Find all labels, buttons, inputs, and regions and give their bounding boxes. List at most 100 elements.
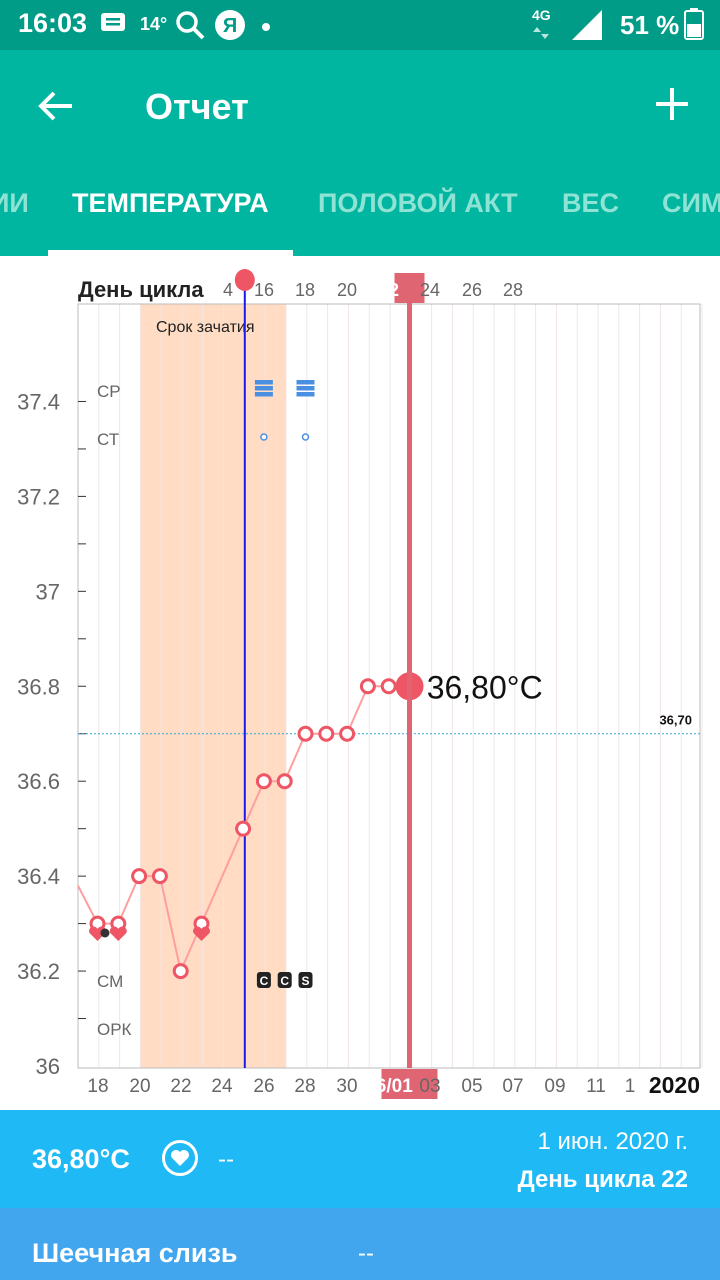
cycle-day-highlighted: 22 xyxy=(379,280,399,300)
row-label-mucus: СМ xyxy=(97,972,123,991)
message-icon xyxy=(100,12,126,41)
cervical-mucus-label: Шеечная слизь xyxy=(32,1238,238,1268)
tab-intercourse[interactable]: ПОЛОВОЙ АКТ xyxy=(318,188,518,218)
arrow-left-icon[interactable] xyxy=(34,84,78,133)
search-icon xyxy=(174,9,206,46)
cycle-day-tick: 26 xyxy=(462,280,482,300)
cervix-position-stripe xyxy=(296,380,315,385)
today-cycle-day-box xyxy=(394,273,425,303)
y-tick-label: 37.4 xyxy=(17,389,60,414)
cervix-position-stripe xyxy=(254,386,273,391)
y-tick-label: 37.2 xyxy=(17,484,60,509)
cycle-day-tick: 20 xyxy=(337,280,357,300)
cervix-texture-icon xyxy=(260,433,268,441)
mucus-marker-box xyxy=(256,972,271,988)
date-tick: 20 xyxy=(129,1076,150,1097)
temperature-point[interactable] xyxy=(318,725,335,742)
y-tick-label: 36.2 xyxy=(17,959,60,984)
cycle-day-tick: 28 xyxy=(503,280,523,300)
tab-indicator xyxy=(48,250,293,256)
tab-partial-left[interactable]: ИИ xyxy=(0,188,29,218)
tab-temperature[interactable]: ТЕМПЕРАТУРА xyxy=(72,188,269,218)
status-temperature: 14° xyxy=(140,14,168,34)
temperature-point[interactable] xyxy=(172,963,189,980)
network-type: 4G xyxy=(532,7,551,23)
today-date-label: 06/01 xyxy=(365,1076,413,1097)
temperature-point[interactable] xyxy=(297,725,314,742)
temperature-point[interactable] xyxy=(339,725,356,742)
date-tick: 05 xyxy=(461,1076,482,1097)
cycle-day-tick: 16 xyxy=(254,280,274,300)
status-time: 16:03 xyxy=(18,8,88,38)
selected-cycle-day: День цикла 22 xyxy=(517,1166,688,1193)
date-tick: 28 xyxy=(294,1076,315,1097)
cervix-position-stripe xyxy=(254,380,273,385)
y-tick-label: 36.4 xyxy=(17,864,60,889)
page-title: Отчет xyxy=(145,86,249,127)
temperature-point[interactable] xyxy=(151,868,168,885)
date-tick: 11 xyxy=(586,1076,606,1097)
date-tick: 18 xyxy=(87,1076,108,1097)
date-tick: 03 xyxy=(419,1076,440,1097)
signal-icon xyxy=(572,10,604,45)
row-label-cervix-position: СР xyxy=(97,382,121,401)
plus-icon[interactable] xyxy=(652,84,692,129)
cervix-position-icon xyxy=(254,380,273,397)
cervix-texture-icon xyxy=(301,433,310,441)
mucus-marker-text: C xyxy=(260,974,269,988)
temperature-point[interactable] xyxy=(255,773,272,790)
temperature-point[interactable] xyxy=(276,773,293,790)
cervix-position-stripe xyxy=(296,386,315,391)
row-label-opk: ОРК xyxy=(97,1020,132,1039)
selected-temperature: 36,80°C xyxy=(32,1144,130,1174)
temperature-point[interactable] xyxy=(359,678,376,695)
dark-dot-icon xyxy=(100,928,110,938)
date-tick: 26 xyxy=(253,1076,274,1097)
year-label: 2020 xyxy=(649,1072,700,1098)
cycle-day-tick: 4 xyxy=(223,280,233,300)
cervix-position-icon xyxy=(296,380,315,397)
y-tick-label: 36 xyxy=(36,1054,60,1079)
tab-symptoms[interactable]: СИМ xyxy=(662,188,720,218)
arrows-icon xyxy=(533,26,557,44)
tab-weight[interactable]: ВЕС xyxy=(562,188,620,218)
tab-bar: ИИ ТЕМПЕРАТУРА ПОЛОВОЙ АКТ ВЕС СИМ xyxy=(0,160,720,256)
cervical-mucus-bar[interactable]: Шеечная слизь -- xyxy=(0,1208,720,1280)
date-tick: 24 xyxy=(211,1076,233,1097)
svg-text:Я: Я xyxy=(223,15,237,37)
coverline-label: 36,70 xyxy=(659,713,692,728)
cervix-position-stripe xyxy=(254,392,273,397)
cycle-day-tick: 18 xyxy=(295,280,315,300)
battery-icon xyxy=(684,8,704,45)
date-tick: 07 xyxy=(502,1076,523,1097)
selected-date: 1 июн. 2020 г. xyxy=(537,1128,688,1155)
temperature-point[interactable] xyxy=(380,678,397,695)
mucus-marker-box xyxy=(298,972,313,988)
cycle-day-tick: 24 xyxy=(420,280,440,300)
heart-icon xyxy=(109,926,127,941)
y-tick-label: 36.6 xyxy=(17,769,60,794)
ovulation-marker xyxy=(234,269,255,291)
y-tick-label: 37 xyxy=(36,579,60,604)
status-bar: 16:03 14° Я 4G 51 % xyxy=(0,0,720,50)
mucus-marker-text: S xyxy=(301,974,309,988)
fertile-window-band xyxy=(140,304,286,1068)
fertile-window-label: Срок зачатия xyxy=(156,319,255,336)
y-tick-label: 36.8 xyxy=(17,674,60,699)
today-date-box xyxy=(381,1069,438,1099)
heart-icon xyxy=(193,926,210,941)
row-label-cervix-texture: СТ xyxy=(97,430,119,449)
cervical-mucus-value: -- xyxy=(358,1240,374,1267)
day-info-bar[interactable]: 36,80°C -- 1 июн. 2020 г. День цикла 22 xyxy=(0,1110,720,1208)
date-tick: 22 xyxy=(170,1076,191,1097)
date-tick: 09 xyxy=(544,1076,565,1097)
battery-percent: 51 % xyxy=(620,10,680,40)
selected-value-label: 36,80°C xyxy=(427,669,543,705)
temperature-point[interactable] xyxy=(131,868,148,885)
temperature-point[interactable] xyxy=(235,820,252,837)
date-tick: 30 xyxy=(336,1076,357,1097)
heart-icon xyxy=(162,1140,198,1176)
app-bar: Отчет xyxy=(0,50,720,160)
mucus-marker-text: C xyxy=(280,974,289,988)
